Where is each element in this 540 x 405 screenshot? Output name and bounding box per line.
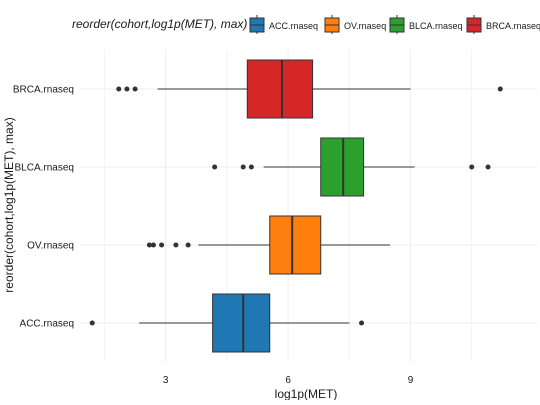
legend: reorder(cohort,log1p(MET), max) ACC.rnas…	[72, 15, 540, 34]
y-tick-label-acc-rnaseq: ACC.rnaseq	[20, 319, 74, 330]
box-acc-rnaseq	[212, 293, 271, 353]
y-axis-label: reorder(cohort,log1p(MET), max)	[2, 117, 16, 292]
box-series	[89, 59, 503, 353]
y-tick-label-brca-rnaseq: BRCA.rnaseq	[13, 85, 74, 96]
outlier-point-ov-rnaseq-1	[150, 242, 156, 248]
outlier-point-ov-rnaseq-2	[159, 242, 165, 248]
box-ov-rnaseq	[269, 215, 322, 275]
outlier-point-blca-rnaseq-0	[212, 164, 218, 170]
box-blca-rnaseq	[320, 137, 365, 197]
legend-title: reorder(cohort,log1p(MET), max)	[72, 17, 247, 31]
outlier-point-brca-rnaseq-2	[132, 86, 138, 92]
legend-label-brca-rnaseq: BRCA.rnaseq	[486, 21, 540, 31]
y-tick-label-blca-rnaseq: BLCA.rnaseq	[15, 163, 74, 174]
outlier-point-blca-rnaseq-4	[485, 164, 491, 170]
outlier-point-blca-rnaseq-2	[248, 164, 254, 170]
outlier-point-ov-rnaseq-3	[173, 242, 179, 248]
outlier-point-brca-rnaseq-1	[124, 86, 130, 92]
x-tick-label: 9	[408, 375, 414, 386]
legend-label-blca-rnaseq: BLCA.rnaseq	[409, 21, 463, 31]
legend-label-ov-rnaseq: OV.rnaseq	[344, 21, 386, 31]
outlier-point-acc-rnaseq-1	[359, 320, 365, 326]
x-tick-label: 3	[163, 375, 169, 386]
x-axis-label: log1p(MET)	[275, 387, 338, 400]
outlier-point-blca-rnaseq-3	[469, 164, 475, 170]
box-brca-rnaseq	[246, 59, 314, 119]
outlier-point-brca-rnaseq-3	[497, 86, 503, 92]
x-tick-label: 6	[285, 375, 291, 386]
y-tick-label-ov-rnaseq: OV.rnaseq	[27, 241, 74, 252]
outlier-point-ov-rnaseq-4	[185, 242, 191, 248]
outlier-point-acc-rnaseq-0	[89, 320, 95, 326]
axes: 3 6 9 ACC.rnaseq OV.rnaseq BLCA.rnaseq BRCA.rn…	[13, 85, 414, 387]
legend-label-acc-rnaseq: ACC.rnaseq	[269, 21, 318, 31]
outlier-point-blca-rnaseq-1	[240, 164, 246, 170]
outlier-point-ov-rnaseq-0	[146, 242, 152, 248]
outlier-point-brca-rnaseq-0	[116, 86, 122, 92]
